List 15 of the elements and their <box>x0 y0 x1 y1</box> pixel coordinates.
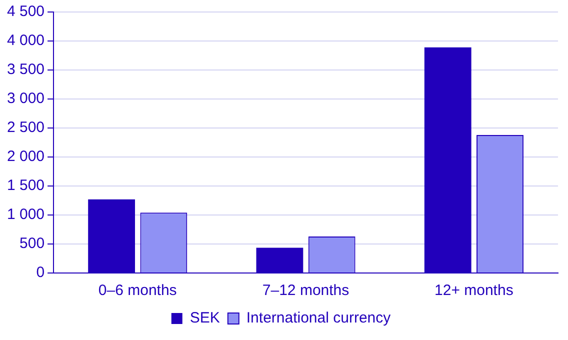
y-tick-label: 500 <box>20 235 45 252</box>
y-tick-label: 3 000 <box>6 90 45 108</box>
x-tick-label: 12+ months <box>434 282 514 300</box>
legend-label: International currency <box>246 310 392 327</box>
x-tick-label: 0–6 months <box>98 282 177 300</box>
legend-label: SEK <box>190 310 220 327</box>
y-tick-label: 2 500 <box>6 119 45 136</box>
y-tick-label: 0 <box>36 264 45 282</box>
y-tick-label: 3 500 <box>6 61 45 78</box>
y-tick-label: 1 000 <box>6 206 45 224</box>
y-tick-label: 2 000 <box>6 148 45 166</box>
x-tick-label: 7–12 months <box>262 282 350 300</box>
y-tick-label: 4 500 <box>6 3 45 20</box>
y-tick-label: 4 000 <box>6 32 45 50</box>
y-tick-label: 1 500 <box>6 177 45 194</box>
